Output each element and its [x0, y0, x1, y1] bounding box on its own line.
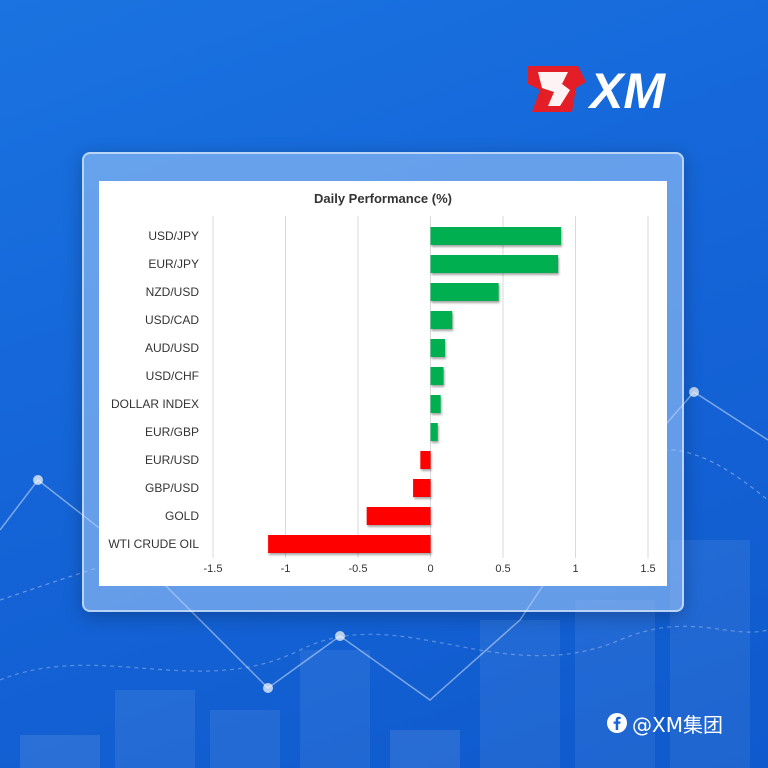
- x-tick-label: -1: [281, 563, 291, 575]
- bar-aud-usd: [430, 339, 445, 357]
- facebook-icon: [607, 713, 627, 733]
- category-label: EUR/USD: [145, 453, 199, 467]
- category-label: AUD/USD: [145, 341, 199, 355]
- chart-card: Daily Performance (%) USD/JPY EUR/JPY NZD/…: [99, 181, 667, 586]
- bar-eur-usd: [420, 451, 431, 469]
- watermark-text: @XM集团: [632, 712, 723, 737]
- watermark: @XM集团: [606, 710, 723, 737]
- bar-chart: Daily Performance (%) USD/JPY EUR/JPY NZD/…: [108, 191, 656, 575]
- x-tick-label: -1.5: [204, 563, 223, 575]
- bar-dollar-index: [430, 395, 441, 413]
- category-label: NZD/USD: [146, 285, 200, 299]
- xm-logo: XM: [528, 63, 666, 116]
- category-label: WTI CRUDE OIL: [108, 537, 199, 551]
- bar-nzd-usd: [430, 283, 499, 301]
- bar-eur-jpy: [430, 255, 559, 273]
- category-label: USD/CHF: [146, 369, 199, 383]
- category-label: USD/CAD: [145, 313, 199, 327]
- category-label: USD/JPY: [148, 229, 199, 243]
- bar-eur-gbp: [430, 423, 438, 441]
- x-tick-label: -0.5: [349, 563, 368, 575]
- category-label: GOLD: [165, 509, 199, 523]
- x-tick-label: 0: [427, 563, 433, 575]
- chart-title: Daily Performance (%): [314, 191, 452, 206]
- bar-usd-cad: [430, 311, 453, 329]
- category-label: EUR/GBP: [145, 425, 199, 439]
- x-tick-label: 1: [572, 563, 578, 575]
- category-labels: USD/JPY EUR/JPY NZD/USD USD/CAD AUD/USD USD/C…: [108, 229, 199, 551]
- bar-usd-chf: [430, 367, 444, 385]
- category-label: EUR/JPY: [148, 257, 199, 271]
- x-tick-label: 0.5: [495, 563, 510, 575]
- bars: [268, 227, 561, 553]
- category-label: GBP/USD: [145, 481, 199, 495]
- bar-wti-crude-oil: [268, 535, 431, 553]
- bar-usd-jpy: [430, 227, 561, 245]
- bar-gold: [366, 507, 431, 525]
- bar-gbp-usd: [413, 479, 431, 497]
- category-label: DOLLAR INDEX: [111, 397, 199, 411]
- x-tick-label: 1.5: [640, 563, 655, 575]
- logo-text: XM: [587, 63, 666, 116]
- x-axis-ticks: -1.5 -1 -0.5 0 0.5 1 1.5: [204, 563, 656, 575]
